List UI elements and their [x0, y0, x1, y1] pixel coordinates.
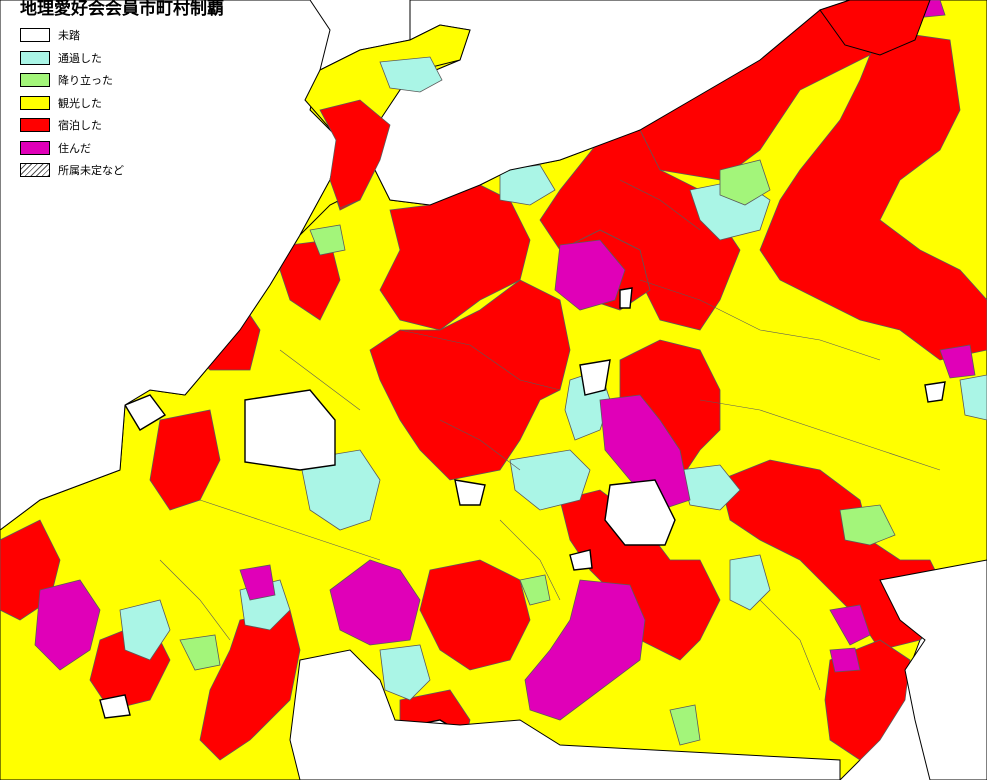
legend-label: 宿泊した — [58, 119, 102, 133]
legend-item-lived: 住んだ — [20, 137, 124, 160]
legend-label: 降り立った — [58, 74, 113, 88]
noto-red-area — [319, 99, 391, 209]
legend: 未踏 通過した 降り立った 観光した 宿泊した 住んだ 所属未定など — [20, 24, 124, 182]
legend-swatch-landed — [20, 73, 50, 88]
legend-label: 住んだ — [58, 141, 91, 155]
legend-label: 通過した — [58, 51, 102, 65]
legend-label: 未踏 — [58, 29, 80, 43]
map-title: 地理愛好会会員市町村制覇 — [20, 0, 224, 19]
noto-passed-area — [379, 56, 443, 93]
legend-item-stayed: 宿泊した — [20, 114, 124, 137]
legend-label: 観光した — [58, 96, 102, 110]
landed-regions — [179, 159, 896, 746]
municipal-borders — [159, 179, 941, 691]
sado-island — [819, 0, 931, 56]
legend-swatch-sightseeing — [20, 95, 50, 110]
legend-item-passed: 通過した — [20, 47, 124, 70]
legend-swatch-undetermined — [20, 163, 50, 178]
legend-swatch-untrodden — [20, 28, 50, 43]
lived-regions — [34, 0, 976, 721]
legend-swatch-lived — [20, 140, 50, 155]
legend-label: 所属未定など — [58, 164, 124, 178]
legend-swatch-passed — [20, 50, 50, 65]
legend-item-landed: 降り立った — [20, 69, 124, 92]
legend-swatch-stayed — [20, 118, 50, 133]
passed-regions — [119, 54, 987, 701]
legend-item-untrodden: 未踏 — [20, 24, 124, 47]
legend-item-undetermined: 所属未定など — [20, 159, 124, 182]
legend-item-sightseeing: 観光した — [20, 92, 124, 115]
